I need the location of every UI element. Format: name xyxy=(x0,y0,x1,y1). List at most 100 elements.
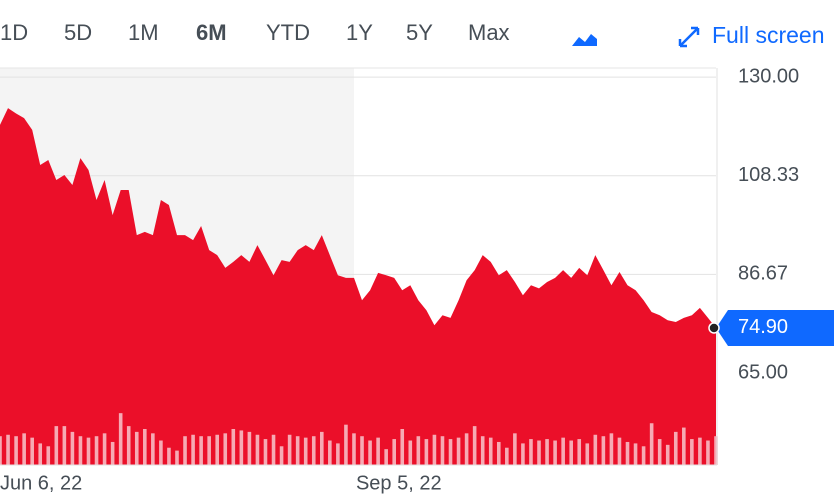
range-button[interactable]: 6M xyxy=(196,20,227,45)
volume-bar xyxy=(191,434,195,465)
volume-bar xyxy=(207,436,211,465)
volume-bar xyxy=(545,439,549,465)
volume-bar xyxy=(601,436,606,465)
range-button[interactable]: 5Y xyxy=(406,20,433,45)
y-tick-label: 130.00 xyxy=(738,65,799,87)
range-button[interactable]: 1M xyxy=(128,20,159,45)
x-tick-label: Sep 5, 22 xyxy=(356,472,442,494)
volume-bar xyxy=(609,433,614,465)
volume-bar xyxy=(271,434,276,465)
fullscreen-button[interactable]: Full screen xyxy=(678,22,824,48)
volume-bar xyxy=(183,436,187,465)
volume-bar xyxy=(287,434,292,465)
range-button[interactable]: 5D xyxy=(64,20,92,45)
volume-bar xyxy=(223,433,228,465)
volume-bar xyxy=(593,434,598,465)
volume-bar xyxy=(585,443,590,465)
volume-bar xyxy=(263,439,268,465)
volume-bar xyxy=(384,449,388,465)
volume-bar xyxy=(239,430,244,465)
volume-bar xyxy=(143,429,147,465)
volume-bar xyxy=(110,441,115,465)
volume-bar xyxy=(295,436,300,465)
volume-bar xyxy=(311,436,316,465)
volume-bar xyxy=(6,434,10,465)
volume-bar xyxy=(408,440,413,465)
volume-bar xyxy=(577,439,582,465)
volume-bar xyxy=(424,439,429,465)
chart-type-icon[interactable] xyxy=(572,34,597,46)
volume-bar xyxy=(553,440,557,465)
volume-bar xyxy=(505,447,509,465)
volume-bar xyxy=(30,437,34,465)
volume-bar xyxy=(657,439,662,465)
volume-bar xyxy=(529,439,533,465)
volume-bar xyxy=(360,436,364,465)
volume-bar xyxy=(521,443,525,465)
volume-bar xyxy=(633,443,638,465)
volume-bar xyxy=(279,446,284,465)
current-price-dot xyxy=(708,322,720,334)
volume-bar xyxy=(14,436,18,465)
volume-bar xyxy=(46,446,51,465)
volume-bar xyxy=(328,440,332,465)
volume-bar xyxy=(54,426,59,465)
volume-bar xyxy=(513,433,517,465)
volume-bar xyxy=(126,426,131,465)
x-tick-label: Jun 6, 22 xyxy=(0,472,82,494)
volume-bar xyxy=(392,439,397,465)
volume-bar xyxy=(432,434,437,465)
volume-bar xyxy=(456,437,461,465)
toolbar: 1D 5D 1M 6M YTD 1Y 5Y Max xyxy=(0,20,510,45)
volume-bar xyxy=(159,440,163,465)
range-button[interactable]: 1D xyxy=(0,20,28,45)
volume-bar xyxy=(706,440,710,465)
volume-bar xyxy=(698,437,702,465)
y-tick-label: 108.33 xyxy=(738,164,799,186)
current-price-label: 74.90 xyxy=(738,316,788,338)
volume-bar xyxy=(464,433,469,465)
volume-bar xyxy=(625,441,630,465)
volume-bar xyxy=(215,434,220,465)
volume-bar xyxy=(247,431,252,465)
volume-bar xyxy=(151,433,155,465)
range-button[interactable]: 1Y xyxy=(346,20,373,45)
volume-bar xyxy=(167,447,171,465)
volume-bar xyxy=(38,443,43,465)
fullscreen-label[interactable]: Full screen xyxy=(712,22,824,48)
range-button[interactable]: Max xyxy=(468,20,510,45)
volume-bar xyxy=(0,436,2,465)
volume-bar xyxy=(665,444,670,465)
volume-bar xyxy=(62,426,67,465)
volume-bar xyxy=(22,433,26,465)
volume-bar xyxy=(496,441,501,465)
volume-bar xyxy=(352,433,356,465)
volume-bar xyxy=(344,424,348,465)
volume-bar xyxy=(336,443,340,465)
y-tick-label: 86.67 xyxy=(738,263,788,285)
volume-bar xyxy=(488,437,493,465)
volume-bar xyxy=(617,437,622,465)
volume-bar xyxy=(641,446,646,465)
volume-bar xyxy=(231,429,236,465)
volume-bar xyxy=(118,413,123,465)
volume-bar xyxy=(368,440,372,465)
volume-bar xyxy=(561,437,565,465)
price-area xyxy=(0,108,716,465)
volume-bar xyxy=(175,450,179,465)
volume-bar xyxy=(690,439,694,465)
volume-bar xyxy=(94,436,99,465)
volume-bar xyxy=(569,440,573,465)
volume-bar xyxy=(70,431,75,465)
current-price-tag xyxy=(716,309,834,346)
volume-bar xyxy=(255,434,260,465)
volume-bar xyxy=(448,439,453,465)
range-button[interactable]: YTD xyxy=(266,20,310,45)
volume-bar xyxy=(714,436,718,465)
volume-bar xyxy=(319,431,324,465)
volume-bar xyxy=(303,437,308,465)
volume-bar xyxy=(199,436,203,465)
volume-bar xyxy=(673,431,678,465)
